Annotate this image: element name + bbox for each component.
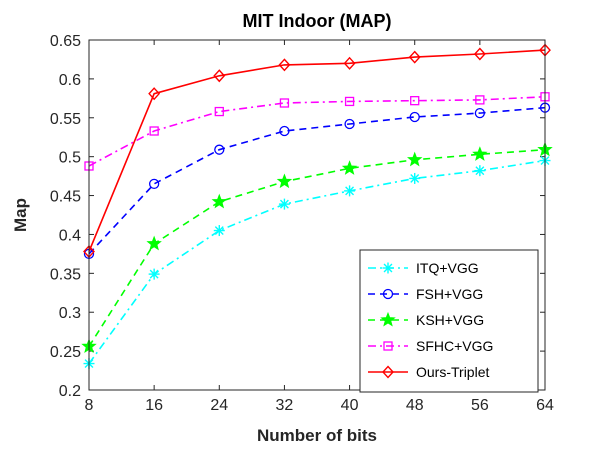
data-point (475, 95, 485, 105)
data-point (279, 98, 290, 108)
data-point (344, 118, 355, 130)
data-point (148, 87, 161, 101)
y-tick-label: 0.2 (59, 383, 81, 400)
data-point (344, 185, 356, 197)
legend-label: KSH+VGG (416, 312, 484, 328)
legend-entry: ITQ+VGG (368, 260, 479, 276)
data-point (214, 106, 224, 117)
data-point (474, 165, 486, 177)
legend-label: SFHC+VGG (416, 338, 493, 354)
data-point (149, 126, 159, 136)
x-tick-label: 56 (471, 397, 489, 414)
legend-label: ITQ+VGG (416, 260, 479, 276)
series-line (88, 95, 546, 167)
plot-frame (88, 39, 546, 391)
x-tick-label: 48 (406, 397, 424, 414)
y-tick-label: 0.4 (59, 227, 81, 244)
y-tick-label: 0.45 (50, 189, 81, 206)
data-point (148, 268, 160, 280)
y-tick-label: 0.55 (50, 111, 81, 128)
x-tick-label: 40 (341, 397, 359, 414)
data-point (278, 198, 290, 210)
legend-label: Ours-Triplet (416, 364, 489, 380)
data-point (409, 172, 421, 184)
data-point (213, 69, 226, 83)
data-point (382, 288, 394, 300)
chart-title: MIT Indoor (MAP) (243, 11, 392, 31)
legend-entry: KSH+VGG (368, 311, 484, 328)
y-tick-label: 0.35 (50, 266, 81, 283)
ticks: 8 16 24 32 40 48 56 64 0.2 0.25 0.3 0.35 0.4 0.45 0.5 0… (50, 33, 554, 414)
data-point (276, 173, 293, 189)
x-tick-label: 8 (85, 397, 94, 414)
data-point (474, 107, 486, 119)
series-layer (81, 43, 553, 370)
data-point (383, 341, 393, 351)
data-point (382, 262, 394, 274)
series-line (88, 49, 546, 252)
series-line (88, 148, 546, 347)
x-tick-label: 16 (145, 397, 163, 414)
series-line (88, 106, 546, 255)
y-tick-label: 0.25 (50, 344, 81, 361)
x-tick-label: 64 (536, 397, 554, 414)
data-point (344, 96, 355, 107)
data-point (211, 193, 227, 209)
legend-label: FSH+VGG (416, 286, 483, 302)
data-point (380, 311, 396, 327)
series-line (88, 159, 546, 365)
data-point (279, 125, 290, 137)
series-itq-vgg (83, 155, 551, 370)
x-tick-label: 32 (276, 397, 294, 414)
data-point (343, 56, 356, 70)
x-tick-label: 24 (210, 397, 228, 414)
data-point (472, 146, 488, 161)
data-point (409, 111, 420, 123)
data-point (473, 47, 486, 61)
data-point (410, 96, 420, 106)
y-axis-title: Map (11, 198, 30, 232)
data-point (146, 235, 162, 251)
legend-entry: Ours-Triplet (368, 364, 489, 380)
y-tick-label: 0.5 (59, 150, 81, 167)
legend-entry: FSH+VGG (368, 286, 483, 302)
data-point (341, 160, 358, 175)
data-point (382, 365, 394, 379)
data-point (408, 50, 421, 64)
y-tick-label: 0.6 (59, 72, 81, 89)
x-axis-title: Number of bits (257, 426, 377, 445)
data-point (407, 151, 423, 167)
legend: ITQ+VGG FSH+VGG KSH+VGG SFHC+VGG Ours-Triple… (359, 249, 539, 393)
data-point (214, 144, 225, 155)
y-tick-label: 0.65 (50, 33, 81, 50)
legend-entry: SFHC+VGG (368, 338, 493, 354)
data-point (213, 225, 225, 237)
y-tick-label: 0.3 (59, 305, 81, 322)
data-point (148, 178, 160, 190)
data-point (278, 58, 291, 72)
